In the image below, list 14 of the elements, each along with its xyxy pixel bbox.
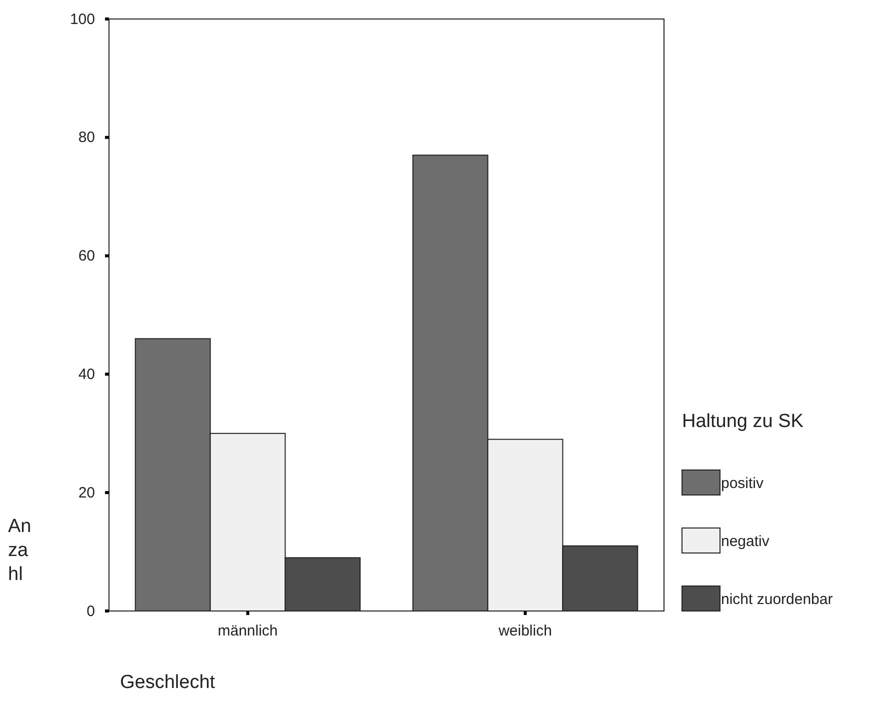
y-tick-label: 20 xyxy=(78,484,95,502)
legend-label: negativ xyxy=(721,533,770,550)
y-tick-label: 0 xyxy=(86,602,95,620)
y-tick-label: 100 xyxy=(70,10,95,28)
y-tick-label: 40 xyxy=(78,366,95,383)
legend-label: positiv xyxy=(721,475,764,492)
legend-label: nicht zuordenbar xyxy=(721,591,833,608)
x-tick-label: männlich xyxy=(218,622,278,640)
y-axis-title: Anzahl xyxy=(8,516,32,585)
y-tick-label: 60 xyxy=(78,248,95,265)
y-tick-label: 80 xyxy=(78,129,95,146)
x-axis-title: Geschlecht xyxy=(120,672,216,693)
legend-title: Haltung zu SK xyxy=(682,411,804,432)
x-tick-label: weiblich xyxy=(498,622,552,640)
